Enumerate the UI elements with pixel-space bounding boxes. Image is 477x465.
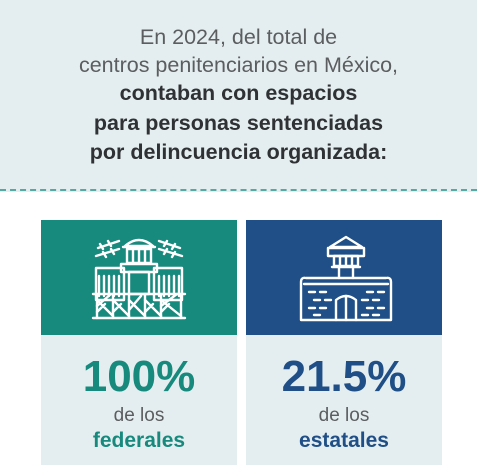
federal-sub: de los [113,405,165,426]
state-prison-icon [299,235,393,322]
state-percent: 21.5% [281,352,407,401]
federal-card-body: 100% de los federales [41,335,237,465]
federal-card: 100% de los federales [41,220,237,465]
state-sub: de los [318,405,370,426]
headline-line-4: para personas sentenciadas [93,111,384,135]
federal-kind: federales [92,429,186,452]
federal-prison-icon [91,238,187,320]
federal-percent: 100% [82,352,196,401]
state-card: 21.5% de los estatales [246,220,442,465]
headline-line-3: contaban con espacios [119,81,358,105]
headline-line-2: centros penitenciarios en México, [78,53,399,77]
state-card-header [246,220,442,335]
federal-card-header [41,220,237,335]
state-kind: estatales [299,429,389,452]
dashed-divider [0,189,477,191]
headline-line-1: En 2024, del total de [139,25,338,49]
headline: En 2024, del total de centros penitencia… [0,0,477,190]
headline-line-5: por delincuencia organizada: [89,140,388,164]
state-card-body: 21.5% de los estatales [246,335,442,465]
